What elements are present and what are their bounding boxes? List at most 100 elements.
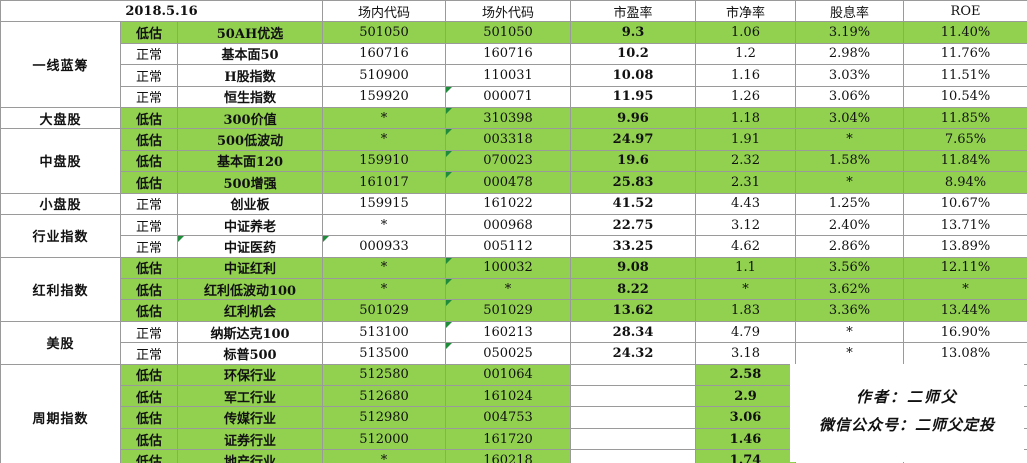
roe-value-cell[interactable]: 8.94%	[903, 171, 1027, 194]
outside-code-cell[interactable]: 000071	[445, 85, 572, 108]
outside-code-cell[interactable]: 001064	[445, 363, 572, 387]
status-cell[interactable]: 低估	[120, 363, 178, 387]
inside-code-cell[interactable]: *	[322, 256, 447, 280]
inside-code-cell[interactable]: 501029	[322, 299, 447, 322]
status-cell[interactable]: 低估	[120, 299, 178, 322]
category-cell[interactable]: 大盘股	[0, 106, 121, 130]
pb-value-cell[interactable]: 1.26	[695, 85, 797, 108]
inside-code-cell[interactable]: 510900	[322, 64, 447, 87]
header-pe[interactable]: 市盈率	[570, 0, 697, 23]
inside-code-cell[interactable]: *	[322, 449, 447, 463]
index-name-cell[interactable]: 500低波动	[176, 128, 324, 151]
dividend-yield-cell[interactable]: 1.58%	[795, 149, 905, 173]
roe-value-cell[interactable]: 13.08%	[903, 342, 1027, 365]
status-cell[interactable]: 正常	[120, 213, 178, 237]
index-name-cell[interactable]: 创业板	[176, 192, 324, 215]
index-name-cell[interactable]: 传媒行业	[176, 406, 324, 429]
inside-code-cell[interactable]: 512680	[322, 385, 447, 408]
dividend-yield-cell[interactable]: *	[795, 128, 905, 151]
pe-value-cell[interactable]: 28.34	[570, 320, 697, 344]
index-name-cell[interactable]: 纳斯达克100	[176, 320, 324, 344]
category-cell[interactable]: 小盘股	[0, 192, 121, 215]
header-roe[interactable]: ROE	[903, 0, 1027, 23]
index-name-cell[interactable]: 地产行业	[176, 449, 324, 463]
outside-code-cell[interactable]: 110031	[445, 64, 572, 87]
index-name-cell[interactable]: 恒生指数	[176, 85, 324, 108]
pe-value-cell[interactable]: 24.32	[570, 342, 697, 365]
pe-value-cell[interactable]: 9.3	[570, 21, 697, 44]
pe-value-cell[interactable]: 11.95	[570, 85, 697, 108]
index-name-cell[interactable]: 军工行业	[176, 385, 324, 408]
dividend-yield-cell[interactable]: 3.36%	[795, 299, 905, 322]
header-dividend-yield[interactable]: 股息率	[795, 0, 905, 23]
dividend-yield-cell[interactable]: 3.04%	[795, 106, 905, 130]
category-cell[interactable]: 美股	[0, 320, 121, 365]
pe-value-cell[interactable]: 8.22	[570, 278, 697, 301]
inside-code-cell[interactable]: 160716	[322, 42, 447, 66]
pb-value-cell[interactable]: 1.2	[695, 42, 797, 66]
index-name-cell[interactable]: 中证医药	[176, 235, 324, 258]
status-cell[interactable]: 低估	[120, 149, 178, 173]
status-cell[interactable]: 低估	[120, 256, 178, 280]
inside-code-cell[interactable]: 512980	[322, 406, 447, 429]
category-cell[interactable]: 行业指数	[0, 213, 121, 258]
roe-value-cell[interactable]: 11.51%	[903, 64, 1027, 87]
pe-value-cell[interactable]: 33.25	[570, 235, 697, 258]
outside-code-cell[interactable]: *	[445, 278, 572, 301]
inside-code-cell[interactable]: *	[322, 278, 447, 301]
dividend-yield-cell[interactable]: 3.06%	[795, 85, 905, 108]
pb-value-cell[interactable]: 3.06	[695, 406, 797, 429]
roe-value-cell[interactable]: 16.90%	[903, 320, 1027, 344]
category-cell[interactable]: 周期指数	[0, 363, 121, 463]
pb-value-cell[interactable]: 4.79	[695, 320, 797, 344]
status-cell[interactable]: 正常	[120, 342, 178, 365]
pb-value-cell[interactable]: *	[695, 278, 797, 301]
pb-value-cell[interactable]: 1.46	[695, 427, 797, 451]
dividend-yield-cell[interactable]: 1.25%	[795, 192, 905, 215]
pb-value-cell[interactable]: 2.58	[695, 363, 797, 387]
pb-value-cell[interactable]: 2.31	[695, 171, 797, 194]
roe-value-cell[interactable]: *	[903, 278, 1027, 301]
index-name-cell[interactable]: 标普500	[176, 342, 324, 365]
inside-code-cell[interactable]: 000933	[322, 235, 447, 258]
outside-code-cell[interactable]: 000478	[445, 171, 572, 194]
status-cell[interactable]: 低估	[120, 128, 178, 151]
pe-value-cell[interactable]: 25.83	[570, 171, 697, 194]
index-name-cell[interactable]: H股指数	[176, 64, 324, 87]
index-name-cell[interactable]: 中证红利	[176, 256, 324, 280]
pe-value-cell[interactable]	[570, 363, 697, 387]
inside-code-cell[interactable]: 513100	[322, 320, 447, 344]
status-cell[interactable]: 低估	[120, 449, 178, 463]
pe-value-cell[interactable]	[570, 385, 697, 408]
pe-value-cell[interactable]	[570, 449, 697, 463]
header-outside-code[interactable]: 场外代码	[445, 0, 572, 23]
outside-code-cell[interactable]: 050025	[445, 342, 572, 365]
index-name-cell[interactable]: 基本面120	[176, 149, 324, 173]
outside-code-cell[interactable]: 501029	[445, 299, 572, 322]
index-name-cell[interactable]: 红利机会	[176, 299, 324, 322]
pe-value-cell[interactable]: 19.6	[570, 149, 697, 173]
status-cell[interactable]: 正常	[120, 85, 178, 108]
inside-code-cell[interactable]: 512000	[322, 427, 447, 451]
inside-code-cell[interactable]: 159915	[322, 192, 447, 215]
pb-value-cell[interactable]: 1.16	[695, 64, 797, 87]
index-name-cell[interactable]: 环保行业	[176, 363, 324, 387]
pe-value-cell[interactable]: 24.97	[570, 128, 697, 151]
inside-code-cell[interactable]: 159910	[322, 149, 447, 173]
pe-value-cell[interactable]: 13.62	[570, 299, 697, 322]
index-name-cell[interactable]: 基本面50	[176, 42, 324, 66]
outside-code-cell[interactable]: 160218	[445, 449, 572, 463]
roe-value-cell[interactable]: 13.71%	[903, 213, 1027, 237]
index-name-cell[interactable]: 500增强	[176, 171, 324, 194]
inside-code-cell[interactable]: *	[322, 128, 447, 151]
roe-value-cell[interactable]: 10.67%	[903, 192, 1027, 215]
pb-value-cell[interactable]: 1.83	[695, 299, 797, 322]
index-name-cell[interactable]: 300价值	[176, 106, 324, 130]
pe-value-cell[interactable]: 10.08	[570, 64, 697, 87]
category-cell[interactable]: 一线蓝筹	[0, 21, 121, 108]
header-inside-code[interactable]: 场内代码	[322, 0, 447, 23]
outside-code-cell[interactable]: 501050	[445, 21, 572, 44]
pb-value-cell[interactable]: 1.91	[695, 128, 797, 151]
roe-value-cell[interactable]: 11.85%	[903, 106, 1027, 130]
category-cell[interactable]: 中盘股	[0, 128, 121, 194]
